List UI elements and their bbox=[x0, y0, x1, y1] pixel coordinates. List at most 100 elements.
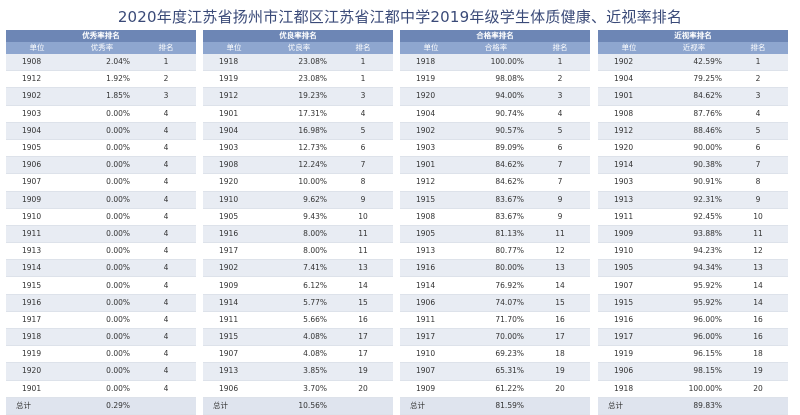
rank-cell: 13 bbox=[728, 259, 788, 278]
column-header: 优秀率 bbox=[68, 42, 136, 54]
rank-cell: 14 bbox=[728, 294, 788, 312]
unit-cell: 1918 bbox=[203, 54, 265, 72]
table-row: 1917 8.00% 11 bbox=[203, 242, 393, 261]
table-row: 1911 71.70% 16 bbox=[400, 311, 590, 330]
unit-cell: 1905 bbox=[203, 208, 265, 226]
table-row: 1904 79.25% 2 bbox=[598, 70, 788, 89]
unit-cell: 1907 bbox=[6, 173, 68, 192]
table-row: 1910 69.23% 18 bbox=[400, 345, 590, 364]
rate-cell: 10.00% bbox=[265, 173, 333, 192]
table-row: 1911 5.66% 16 bbox=[203, 311, 393, 330]
table-row: 1912 84.62% 7 bbox=[400, 173, 590, 192]
rank-cell: 4 bbox=[136, 191, 196, 209]
column-header: 排名 bbox=[530, 42, 590, 54]
rate-cell: 0.00% bbox=[68, 362, 136, 381]
table-row: 1903 0.00% 4 bbox=[6, 105, 196, 123]
unit-cell: 1904 bbox=[400, 105, 462, 123]
table-row: 1919 96.15% 18 bbox=[598, 345, 788, 364]
rank-cell: 12 bbox=[728, 242, 788, 261]
unit-cell: 1919 bbox=[203, 70, 265, 89]
table-row: 1914 5.77% 15 bbox=[203, 294, 393, 312]
rank-cell: 4 bbox=[136, 156, 196, 175]
rank-cell: 4 bbox=[136, 328, 196, 347]
rank-cell: 5 bbox=[728, 122, 788, 140]
rank-cell: 15 bbox=[530, 294, 590, 312]
unit-cell: 1907 bbox=[203, 345, 265, 364]
rate-cell: 9.43% bbox=[265, 208, 333, 226]
unit-cell: 1917 bbox=[6, 311, 68, 330]
unit-cell: 1910 bbox=[6, 208, 68, 226]
unit-cell: 1920 bbox=[598, 139, 660, 158]
table-row: 1902 7.41% 13 bbox=[203, 259, 393, 278]
table-row: 1910 9.62% 9 bbox=[203, 191, 393, 209]
rank-cell: 2 bbox=[530, 70, 590, 89]
unit-cell: 1917 bbox=[203, 242, 265, 261]
rate-cell: 89.09% bbox=[462, 139, 530, 158]
rank-cell: 1 bbox=[728, 54, 788, 72]
rank-cell: 4 bbox=[136, 173, 196, 192]
rate-cell: 90.38% bbox=[660, 156, 728, 175]
rank-cell: 19 bbox=[728, 362, 788, 381]
rate-cell: 5.66% bbox=[265, 311, 333, 330]
rate-cell: 94.34% bbox=[660, 259, 728, 278]
rank-cell: 8 bbox=[728, 173, 788, 192]
unit-cell: 1909 bbox=[203, 276, 265, 295]
rank-cell: 4 bbox=[728, 105, 788, 123]
rate-cell: 0.00% bbox=[68, 380, 136, 398]
rate-cell: 0.00% bbox=[68, 225, 136, 244]
rate-cell: 23.08% bbox=[265, 70, 333, 89]
unit-cell: 1914 bbox=[6, 259, 68, 278]
rate-cell: 0.00% bbox=[68, 311, 136, 330]
unit-cell: 1918 bbox=[598, 380, 660, 398]
rate-cell: 79.25% bbox=[660, 70, 728, 89]
rank-cell: 4 bbox=[136, 225, 196, 244]
rank-cell: 16 bbox=[333, 311, 393, 330]
total-label: 总计 bbox=[400, 397, 462, 415]
rank-cell: 17 bbox=[333, 345, 393, 364]
unit-cell: 1908 bbox=[6, 54, 68, 72]
table-row: 1905 94.34% 13 bbox=[598, 259, 788, 278]
table-row: 1902 42.59% 1 bbox=[598, 54, 788, 72]
rank-cell: 11 bbox=[333, 225, 393, 244]
rank-cell: 11 bbox=[530, 225, 590, 244]
table-row: 1906 74.07% 15 bbox=[400, 294, 590, 312]
unit-cell: 1906 bbox=[400, 294, 462, 312]
rank-cell: 6 bbox=[333, 139, 393, 158]
table-row: 1916 8.00% 11 bbox=[203, 225, 393, 244]
unit-cell: 1912 bbox=[400, 173, 462, 192]
table-row: 1919 98.08% 2 bbox=[400, 70, 590, 89]
unit-cell: 1914 bbox=[400, 276, 462, 295]
rate-cell: 95.92% bbox=[660, 294, 728, 312]
unit-cell: 1918 bbox=[6, 328, 68, 347]
rate-cell: 4.08% bbox=[265, 345, 333, 364]
rate-cell: 92.31% bbox=[660, 191, 728, 209]
rank-cell: 4 bbox=[136, 105, 196, 123]
table-title: 近视率排名 bbox=[598, 30, 788, 42]
ranking-table: 近视率排名 单位 近视率 排名 1902 42.59% 1 1904 79.25% 2 1901 84… bbox=[598, 30, 788, 415]
unit-cell: 1906 bbox=[598, 362, 660, 381]
rate-cell: 16.98% bbox=[265, 122, 333, 140]
rank-cell: 20 bbox=[728, 380, 788, 398]
unit-cell: 1915 bbox=[400, 191, 462, 209]
rate-cell: 0.00% bbox=[68, 328, 136, 347]
unit-cell: 1910 bbox=[598, 242, 660, 261]
rate-cell: 1.85% bbox=[68, 87, 136, 106]
rate-cell: 69.23% bbox=[462, 345, 530, 364]
unit-cell: 1902 bbox=[598, 54, 660, 72]
rank-cell: 4 bbox=[136, 311, 196, 330]
unit-cell: 1916 bbox=[598, 311, 660, 330]
unit-cell: 1905 bbox=[6, 139, 68, 158]
rate-cell: 81.13% bbox=[462, 225, 530, 244]
unit-cell: 1908 bbox=[598, 105, 660, 123]
table-row: 1907 0.00% 4 bbox=[6, 173, 196, 192]
rank-cell: 3 bbox=[728, 87, 788, 106]
rank-cell: 4 bbox=[136, 122, 196, 140]
unit-cell: 1901 bbox=[6, 380, 68, 398]
table-row: 1909 0.00% 4 bbox=[6, 191, 196, 209]
rate-cell: 42.59% bbox=[660, 54, 728, 72]
column-header: 排名 bbox=[136, 42, 196, 54]
unit-cell: 1915 bbox=[203, 328, 265, 347]
rank-cell: 17 bbox=[333, 328, 393, 347]
unit-cell: 1911 bbox=[400, 311, 462, 330]
rate-cell: 0.00% bbox=[68, 294, 136, 312]
